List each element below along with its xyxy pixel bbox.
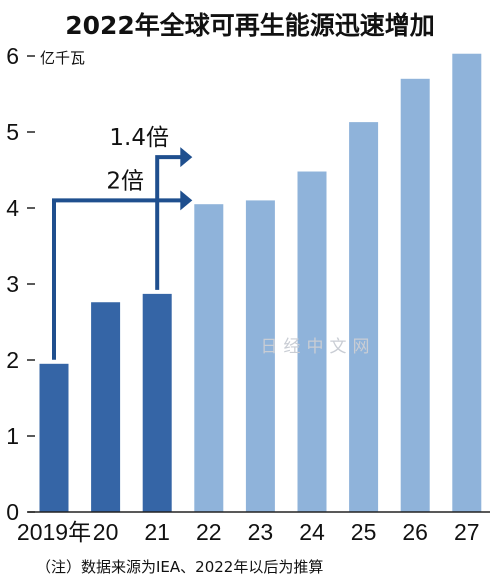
- bars: [39, 53, 482, 513]
- source-note: （注）数据来源为IEA、2022年以后为推算: [36, 558, 323, 576]
- bar-forecast: [452, 53, 482, 512]
- arrow-head-icon: [180, 147, 193, 168]
- annotation-label: 2倍: [106, 168, 144, 194]
- chart-title: 2022年全球可再生能源迅速增加: [65, 11, 435, 40]
- bar-forecast: [194, 204, 224, 512]
- y-axis-unit-label: 亿千瓦: [40, 49, 85, 67]
- bar-forecast: [349, 122, 379, 513]
- y-tick-label: 6: [6, 43, 19, 69]
- bar-actual: [39, 363, 69, 512]
- y-axis-ticks: 0 1 2 3 4 5 6: [6, 43, 35, 525]
- annotation-arrow-line: [52, 198, 183, 360]
- bar-forecast: [245, 200, 275, 512]
- x-axis-ticks: 2019年 20 21 22 23 24 25 26 27: [17, 519, 480, 545]
- x-tick-label: 23: [248, 519, 274, 545]
- x-tick-label: 2019年: [17, 519, 91, 545]
- y-tick-label: 1: [6, 423, 19, 449]
- annotation-arrow-line: [155, 155, 183, 290]
- y-tick-label: 5: [6, 119, 19, 145]
- x-tick-label: 27: [454, 519, 480, 545]
- x-tick-label: 25: [351, 519, 377, 545]
- y-tick-label: 4: [6, 195, 19, 221]
- bar-actual: [91, 302, 121, 512]
- y-tick-label: 0: [6, 499, 19, 525]
- watermark: 日经中文网: [261, 337, 376, 357]
- x-tick-label: 21: [144, 519, 170, 545]
- x-tick-label: 20: [93, 519, 119, 545]
- y-tick-label: 2: [6, 347, 19, 373]
- bar-actual: [142, 293, 172, 512]
- x-tick-label: 22: [196, 519, 222, 545]
- bar-forecast: [297, 171, 327, 512]
- arrow-head-icon: [180, 190, 193, 211]
- x-tick-label: 24: [299, 519, 325, 545]
- y-tick-label: 3: [6, 271, 19, 297]
- bar-forecast: [400, 78, 430, 513]
- annotation-label: 1.4倍: [109, 125, 169, 151]
- multiplier-annotations: 2倍 1.4倍: [52, 125, 193, 360]
- x-tick-label: 26: [402, 519, 428, 545]
